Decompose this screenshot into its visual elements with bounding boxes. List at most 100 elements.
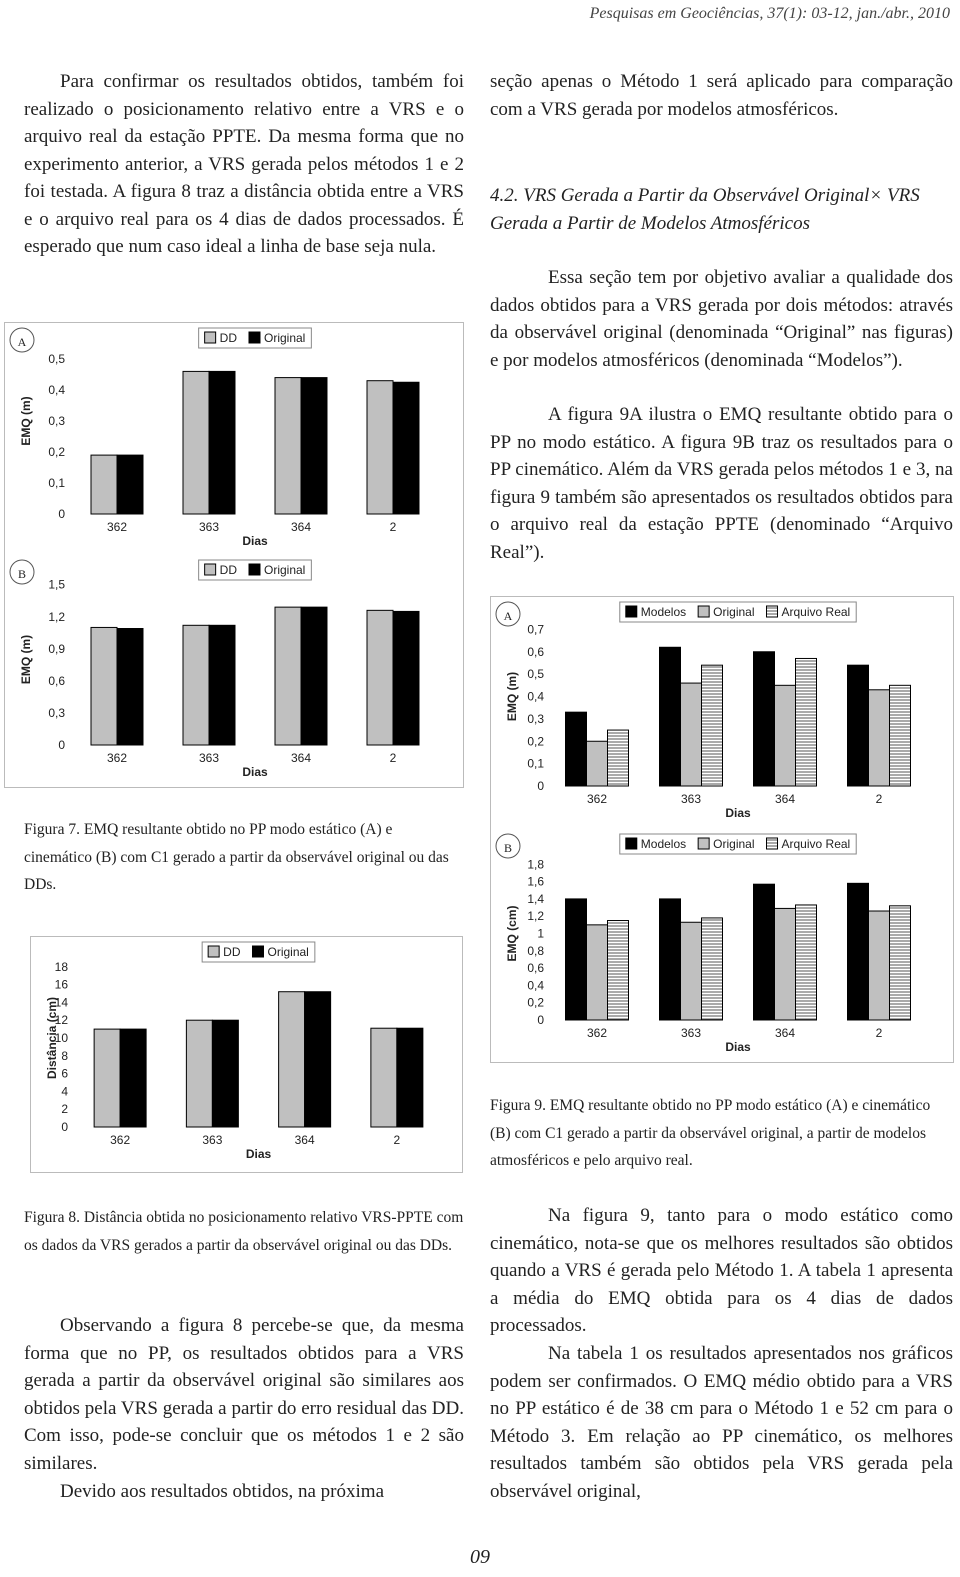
figure-frame	[490, 596, 954, 1063]
y-tick-label: 0,4	[527, 690, 544, 704]
paragraph: Observando a figura 8 percebe-se que, da…	[24, 1315, 464, 1474]
bar	[795, 904, 817, 1021]
bar	[119, 1028, 147, 1128]
bar	[889, 684, 911, 787]
y-tick-label: 12	[55, 1013, 69, 1027]
y-tick-label: 0,8	[527, 944, 544, 958]
y-tick-label: 0,4	[527, 978, 544, 992]
y-tick-label: 0	[537, 779, 544, 793]
figure-frame	[4, 322, 464, 788]
legend-frame	[619, 833, 857, 855]
y-tick-label: 0,2	[527, 734, 544, 748]
bar	[300, 606, 328, 746]
figure-caption: Figura 7. EMQ resultante obtido no PP mo…	[24, 821, 449, 893]
bar	[396, 1027, 424, 1128]
bar	[701, 917, 723, 1021]
chart: 0 2 4 6 8 10 12 14 16 18 362 363 364 2 Dias Distância (…	[45, 941, 424, 1161]
x-tick-label: 2	[876, 792, 883, 806]
bar	[90, 454, 118, 515]
x-tick-label: 364	[295, 1133, 315, 1147]
x-tick-label: 362	[110, 1133, 130, 1147]
x-axis-label: Dias	[242, 765, 268, 779]
bar	[607, 920, 629, 1021]
bar	[274, 606, 302, 746]
y-tick-label: 0,3	[527, 712, 544, 726]
bar	[847, 664, 869, 787]
paragraph: Na tabela 1 os resultados apresentados n…	[490, 1343, 953, 1502]
x-tick-label: 362	[587, 1026, 607, 1040]
bar	[93, 1028, 121, 1128]
legend-label: Original	[264, 331, 305, 345]
paragraph: Devido aos resultados obtidos, na próxim…	[60, 1481, 385, 1502]
bar	[185, 1019, 213, 1128]
y-tick-label: 18	[55, 960, 69, 974]
bar	[366, 609, 394, 746]
x-tick-label: 362	[107, 520, 127, 534]
bar	[116, 454, 144, 515]
bar	[304, 991, 332, 1128]
legend-label: Original	[713, 837, 754, 851]
legend-label: Original	[267, 945, 308, 959]
bar	[774, 907, 796, 1021]
bar	[300, 377, 328, 515]
x-tick-label: 363	[202, 1133, 222, 1147]
y-tick-label: 0,1	[48, 476, 65, 490]
bar	[565, 711, 587, 787]
legend-swatch	[207, 945, 220, 958]
bar	[366, 380, 394, 515]
y-tick-label: 0,4	[48, 383, 65, 397]
bar	[182, 370, 210, 515]
bar	[278, 991, 306, 1128]
y-axis-label: EMQ (cm)	[505, 905, 519, 961]
legend-label: Arquivo Real	[782, 605, 851, 619]
y-tick-label: 0	[58, 507, 65, 521]
bar	[607, 729, 629, 787]
paragraph: seção apenas o Método 1 será aplicado pa…	[490, 71, 953, 120]
x-tick-label: 2	[394, 1133, 401, 1147]
paragraph: Para confirmar os resultados obtidos, ta…	[24, 71, 464, 257]
legend: Modelos Original Arquivo Real	[619, 833, 857, 855]
bar	[753, 883, 775, 1021]
paragraph: Essa seção tem por objetivo avaliar a qu…	[490, 267, 953, 371]
y-tick-label: 4	[61, 1084, 68, 1098]
panel-badge	[9, 327, 35, 353]
y-tick-label: 0	[537, 1013, 544, 1027]
legend-swatch	[204, 563, 217, 576]
bar	[774, 684, 796, 787]
bar	[868, 689, 890, 787]
legend-frame	[619, 601, 857, 623]
bar	[392, 381, 420, 515]
x-tick-label: 364	[775, 1026, 795, 1040]
y-tick-label: 2	[61, 1102, 68, 1116]
bar	[701, 664, 723, 787]
legend-label: Modelos	[641, 837, 686, 851]
panel-label: A	[504, 609, 513, 623]
y-tick-label: 8	[61, 1049, 68, 1063]
bar	[680, 682, 702, 787]
legend-label: DD	[220, 563, 238, 577]
bar	[586, 740, 608, 787]
bar	[753, 651, 775, 787]
y-tick-label: 1,5	[48, 578, 65, 592]
y-tick-label: 0,5	[48, 352, 65, 366]
bar	[370, 1027, 398, 1128]
y-tick-label: 1,2	[48, 610, 65, 624]
y-tick-label: 0,2	[527, 996, 544, 1010]
x-tick-label: 364	[291, 751, 311, 765]
x-tick-label: 2	[390, 520, 397, 534]
y-tick-label: 0,6	[527, 961, 544, 975]
x-tick-label: 364	[775, 792, 795, 806]
legend-swatch	[766, 837, 779, 850]
y-tick-label: 0	[61, 1120, 68, 1134]
panel-badge	[495, 833, 521, 859]
legend-swatch	[697, 605, 710, 618]
legend-swatch	[251, 945, 264, 958]
y-axis-label: Distância (cm)	[45, 997, 59, 1079]
bar	[586, 924, 608, 1021]
panel-label: B	[504, 841, 512, 855]
y-axis-label: EMQ (m)	[19, 635, 33, 684]
legend-label: DD	[223, 945, 241, 959]
y-tick-label: 0,2	[48, 445, 65, 459]
figure-frame	[30, 936, 463, 1173]
legend-label: DD	[220, 331, 238, 345]
